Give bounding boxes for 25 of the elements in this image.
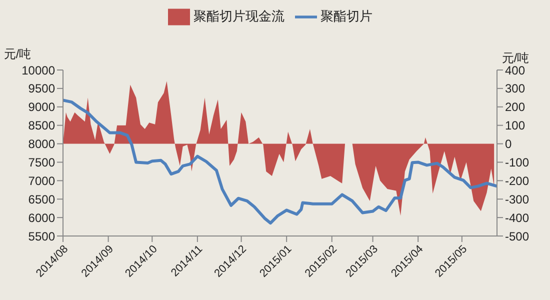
y-tick-label: 7500 [28, 155, 56, 170]
y-tick-label: 8000 [28, 137, 56, 152]
y2-tick-label: 200 [505, 100, 526, 114]
y-tick-label: 6500 [28, 192, 56, 206]
y2-axis-title: 元/吨 [502, 51, 530, 65]
y-tick-label: 9500 [28, 82, 56, 96]
y2-tick-label: 300 [505, 82, 526, 96]
y2-tick-label: 0 [505, 137, 512, 152]
y-tick-label: 7000 [28, 174, 56, 188]
y-tick-label: 6000 [28, 210, 56, 225]
y2-tick-label: -300 [505, 192, 530, 206]
y-tick-label: 5500 [28, 229, 56, 244]
y-tick-label: 10000 [22, 63, 56, 78]
y2-tick-label: -200 [505, 174, 530, 188]
legend-label: 聚酯切片现金流 [194, 8, 284, 24]
y2-tick-label: 100 [505, 118, 526, 133]
y2-tick-label: -400 [505, 210, 530, 225]
legend-label: 聚酯切片 [320, 8, 372, 24]
y2-tick-label: -500 [505, 229, 530, 244]
y2-tick-label: 400 [505, 63, 526, 78]
y-tick-label: 9000 [28, 100, 56, 114]
y-axis-title: 元/吨 [4, 47, 32, 61]
y2-tick-label: -100 [505, 155, 530, 170]
y-tick-label: 8500 [28, 118, 56, 133]
line-series [63, 98, 497, 225]
